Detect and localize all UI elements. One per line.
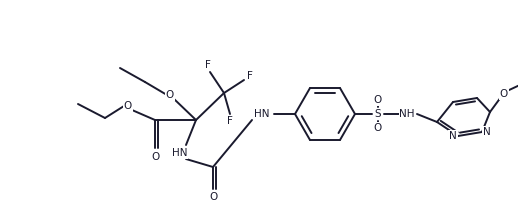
Text: HN: HN: [172, 148, 188, 158]
Text: O: O: [124, 101, 132, 111]
Text: O: O: [210, 192, 218, 202]
Text: O: O: [500, 89, 508, 99]
Text: N: N: [483, 127, 491, 137]
Text: F: F: [247, 71, 253, 81]
Text: F: F: [205, 60, 211, 70]
Text: S: S: [375, 109, 381, 119]
Text: HN: HN: [254, 109, 270, 119]
Text: F: F: [227, 116, 233, 126]
Text: O: O: [166, 90, 174, 100]
Text: NH: NH: [399, 109, 415, 119]
Text: N: N: [449, 131, 457, 141]
Text: O: O: [152, 152, 160, 162]
Text: O: O: [374, 95, 382, 105]
Text: O: O: [374, 123, 382, 133]
